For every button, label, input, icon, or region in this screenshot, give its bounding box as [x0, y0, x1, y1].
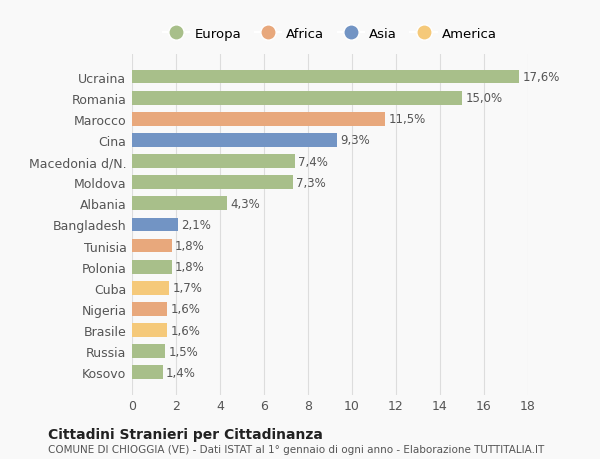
Bar [132, 302, 167, 316]
Text: 2,1%: 2,1% [182, 218, 211, 231]
Text: COMUNE DI CHIOGGIA (VE) - Dati ISTAT al 1° gennaio di ogni anno - Elaborazione T: COMUNE DI CHIOGGIA (VE) - Dati ISTAT al … [48, 444, 544, 454]
Bar [132, 155, 295, 168]
Text: 7,4%: 7,4% [298, 155, 328, 168]
Text: 1,8%: 1,8% [175, 240, 205, 252]
Bar [132, 197, 227, 211]
Text: 4,3%: 4,3% [230, 197, 260, 210]
Bar [132, 218, 178, 232]
Text: 1,6%: 1,6% [170, 324, 200, 337]
Text: 1,5%: 1,5% [168, 345, 198, 358]
Text: 1,8%: 1,8% [175, 261, 205, 274]
Bar [132, 134, 337, 147]
Text: 11,5%: 11,5% [388, 113, 425, 126]
Text: 7,3%: 7,3% [296, 176, 326, 189]
Bar [132, 260, 172, 274]
Bar [132, 345, 165, 358]
Text: 1,7%: 1,7% [173, 282, 203, 295]
Text: 1,6%: 1,6% [170, 303, 200, 316]
Text: 1,4%: 1,4% [166, 366, 196, 379]
Text: 15,0%: 15,0% [466, 92, 502, 105]
Text: 9,3%: 9,3% [340, 134, 370, 147]
Bar [132, 239, 172, 253]
Text: Cittadini Stranieri per Cittadinanza: Cittadini Stranieri per Cittadinanza [48, 427, 323, 441]
Text: 17,6%: 17,6% [523, 71, 560, 84]
Bar [132, 281, 169, 295]
Bar [132, 176, 293, 190]
Bar [132, 324, 167, 337]
Bar [132, 112, 385, 126]
Bar [132, 92, 462, 105]
Bar [132, 71, 519, 84]
Legend: Europa, Africa, Asia, America: Europa, Africa, Asia, America [163, 28, 497, 41]
Bar [132, 366, 163, 379]
